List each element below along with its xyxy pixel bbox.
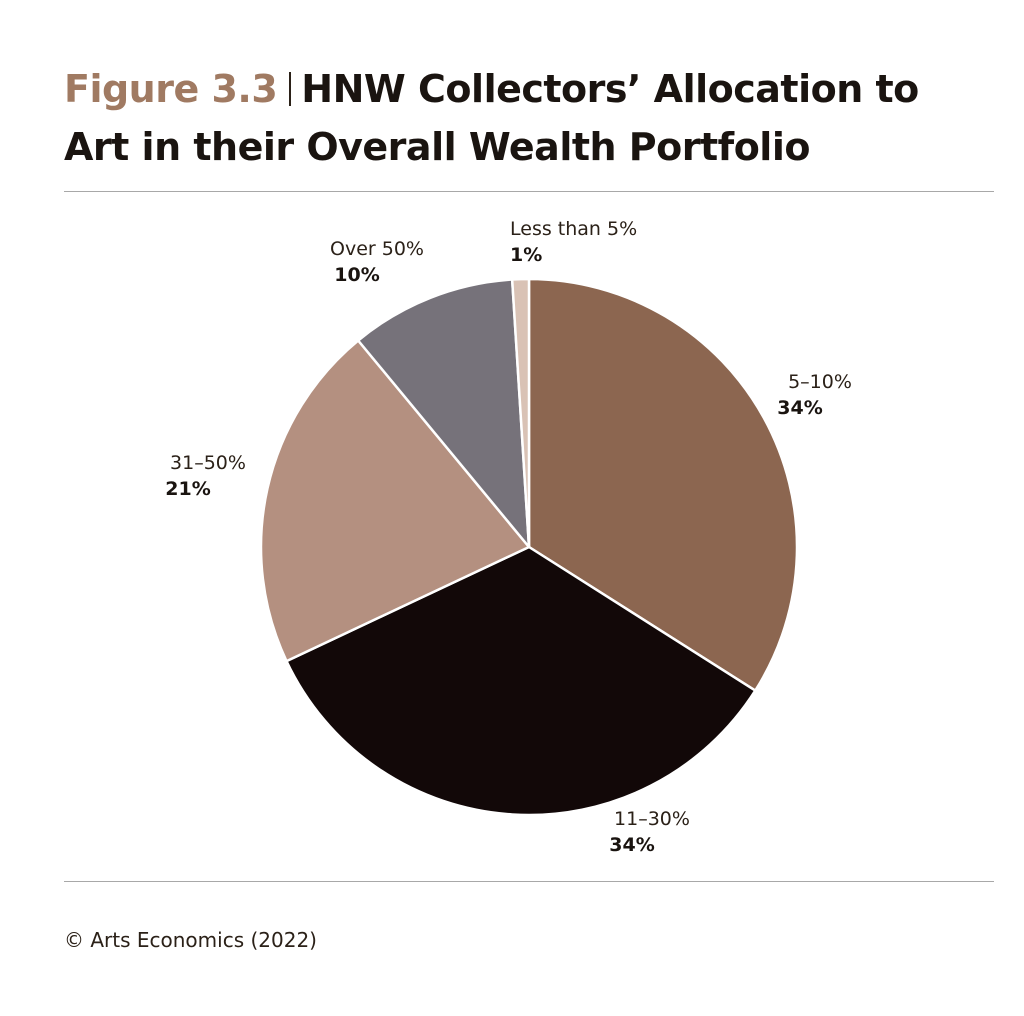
slice-value-5-10: 34% [777,397,822,419]
slice-value-11-30: 34% [609,834,654,856]
title-separator [289,72,292,106]
pie-slice-11-30 [285,545,757,817]
figure-header: Figure 3.3 HNW Collectors’ Allocation to … [64,60,964,176]
pie-labels: 5–10% 34% 11–30% 34% 31–50% 21% Over 50% 10% Les… [165,218,852,856]
slice-value-31-50: 21% [165,478,210,500]
pie-slices [259,277,799,817]
slice-label-31-50: 31–50% [170,452,246,474]
pie-slice-less-than-5 [510,277,531,549]
pie-slice-5-10 [527,277,799,692]
slice-label-less-than-5: Less than 5% [510,218,637,240]
chart-title: HNW Collectors’ Allocation to Art in the… [64,67,919,169]
figure-number: Figure 3.3 [64,67,278,111]
source-credit: © Arts Economics (2022) [64,928,317,952]
top-divider [64,191,994,192]
slice-label-5-10: 5–10% [788,371,852,393]
slice-label-over-50: Over 50% [330,238,424,260]
slice-value-over-50: 10% [334,264,379,286]
slice-label-11-30: 11–30% [614,808,690,830]
pie-slice-over-50 [356,278,531,549]
pie-slice-31-50 [259,339,531,663]
bottom-divider [64,881,994,882]
slice-value-less-than-5: 1% [510,244,542,266]
